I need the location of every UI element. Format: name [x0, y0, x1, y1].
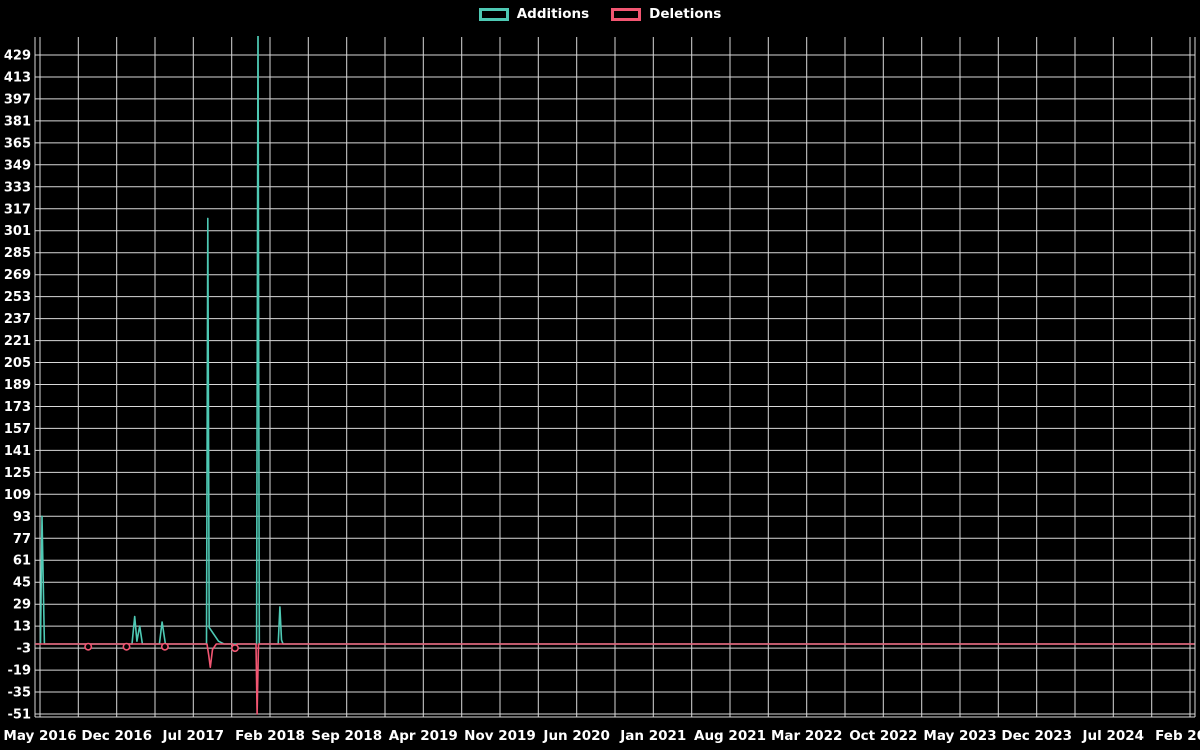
x-tick-label: Jun 2020 [542, 728, 610, 744]
chart-legend: Additions Deletions [0, 6, 1200, 22]
x-tick-label: Apr 2019 [389, 728, 458, 744]
y-tick-label: 269 [4, 268, 31, 283]
legend-item-deletions[interactable]: Deletions [611, 6, 721, 22]
data-point-marker [84, 642, 93, 651]
x-tick-label: Sep 2018 [311, 728, 382, 744]
y-tick-label: 349 [4, 158, 31, 173]
y-tick-label: -51 [8, 708, 32, 723]
x-tick-label: Dec 2016 [81, 728, 152, 744]
y-tick-label: 253 [4, 290, 31, 305]
y-tick-label: 173 [4, 400, 31, 415]
y-tick-label: -19 [8, 664, 32, 679]
x-tick-label: Aug 2021 [694, 728, 766, 744]
series-line-deletions [35, 643, 1195, 715]
y-tick-label: 317 [4, 202, 31, 217]
y-tick-label: 221 [4, 334, 31, 349]
y-tick-label: 381 [4, 114, 31, 129]
x-tick-label: May 2016 [3, 728, 76, 744]
x-tick-label: Jul 2017 [162, 728, 225, 744]
legend-item-additions[interactable]: Additions [478, 6, 590, 22]
x-tick-label: Feb 2018 [235, 728, 305, 744]
y-tick-label: 61 [13, 554, 31, 569]
y-tick-label: 109 [4, 488, 31, 503]
y-tick-label: 93 [13, 510, 31, 525]
gridlines [35, 37, 1195, 717]
y-tick-label: 429 [4, 49, 31, 64]
deletions-swatch [611, 7, 642, 21]
x-tick-label: Jan 2021 [619, 728, 686, 744]
y-tick-label: -3 [17, 642, 31, 657]
y-tick-label: 365 [4, 136, 31, 151]
y-tick-label: 413 [4, 71, 31, 86]
y-tick-label: 45 [13, 576, 31, 591]
x-tick-label: Oct 2022 [849, 728, 917, 744]
y-tick-label: 333 [4, 180, 31, 195]
y-tick-label: 237 [4, 312, 31, 327]
additions-swatch [478, 7, 509, 21]
x-tick-label: Jul 2024 [1082, 728, 1145, 744]
y-tick-label: -35 [8, 686, 32, 701]
y-tick-label: 285 [4, 246, 31, 261]
y-tick-label: 205 [4, 356, 31, 371]
x-axis-labels: May 2016 Dec 2016 Jul 2017 Feb 2018 Sep 2018… [3, 728, 1200, 744]
x-tick-label: Nov 2019 [464, 728, 536, 744]
y-tick-label: 13 [13, 620, 31, 635]
y-tick-label: 77 [13, 532, 31, 547]
y-tick-label: 301 [4, 224, 31, 239]
legend-label-deletions: Deletions [649, 6, 722, 22]
x-tick-label: Dec 2023 [1001, 728, 1072, 744]
y-tick-label: 141 [4, 444, 31, 459]
data-point-marker [160, 642, 169, 651]
y-tick-label: 157 [4, 422, 31, 437]
legend-label-additions: Additions [516, 6, 590, 22]
data-point-marker [122, 642, 131, 651]
x-tick-label: Feb 2025 [1155, 728, 1200, 744]
y-axis-labels: -51 -35 -19 -3 13 29 45 61 77 93 109 125 141 157 173 18… [4, 49, 31, 723]
y-tick-label: 189 [4, 378, 31, 393]
y-tick-label: 397 [4, 92, 31, 107]
x-tick-label: Mar 2022 [771, 728, 842, 744]
y-tick-label: 29 [13, 598, 31, 613]
data-point-marker [231, 644, 240, 653]
x-tick-label: May 2023 [923, 728, 996, 744]
y-tick-label: 125 [4, 466, 31, 481]
